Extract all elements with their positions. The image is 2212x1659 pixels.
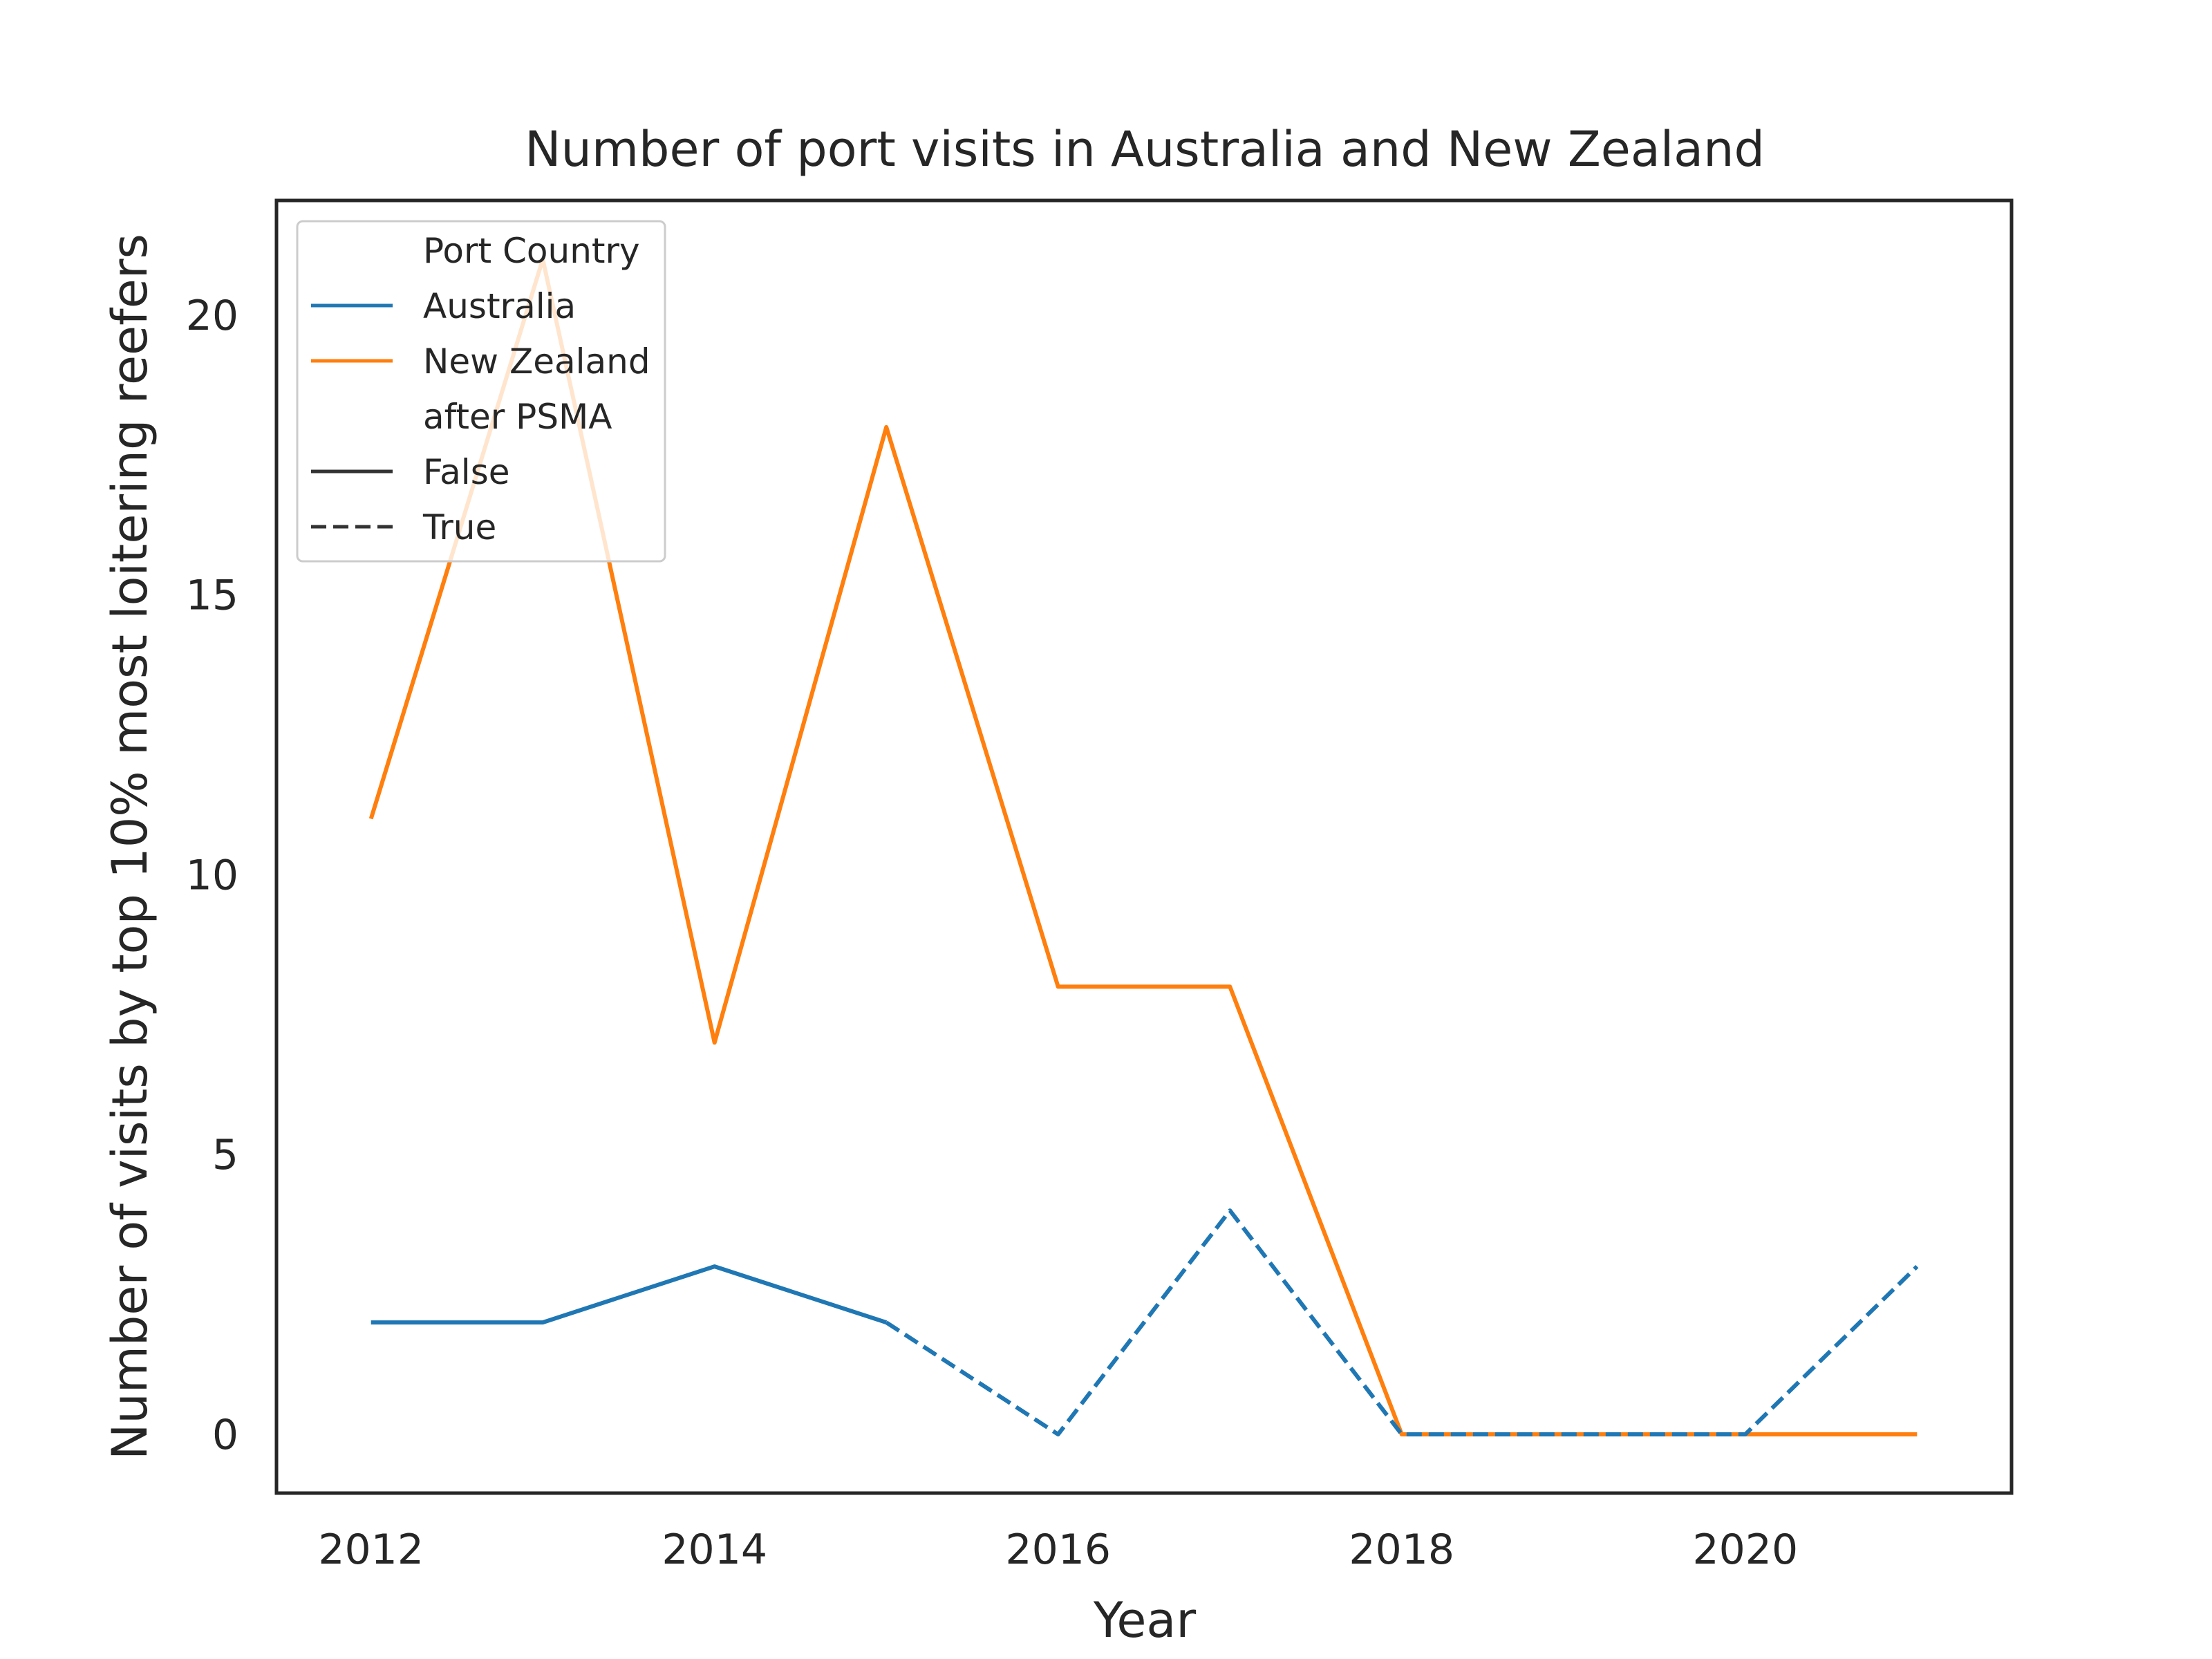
x-tick-label-2012: 2012 bbox=[318, 1526, 424, 1574]
chart-title: Number of port visits in Australia and N… bbox=[525, 121, 1765, 178]
legend-title-after-psma: after PSMA bbox=[423, 397, 612, 437]
x-axis-label: Year bbox=[1093, 1592, 1196, 1649]
x-tick-label-2020: 2020 bbox=[1692, 1526, 1798, 1574]
plot-frame bbox=[274, 198, 2014, 1495]
legend-title-port-country: Port Country bbox=[423, 231, 640, 271]
y-tick-label-0: 0 bbox=[212, 1411, 238, 1459]
y-tick-label-15: 15 bbox=[186, 572, 238, 620]
series-line-australia-after-psma-false bbox=[371, 1264, 888, 1325]
y-tick-label-5: 5 bbox=[212, 1131, 238, 1179]
legend-label-australia: Australia bbox=[423, 286, 576, 326]
y-tick-label-10: 10 bbox=[186, 851, 238, 899]
legend-label-new-zealand: New Zealand bbox=[423, 341, 650, 382]
series-line-australia-after-psma-true bbox=[885, 1208, 1919, 1436]
series-layer bbox=[368, 257, 1919, 1436]
legend: Port Country Australia New Zealand after… bbox=[296, 220, 666, 563]
y-tick-labels: 0 5 10 15 20 bbox=[186, 292, 238, 1459]
y-tick-label-20: 20 bbox=[186, 292, 238, 340]
x-tick-label-2014: 2014 bbox=[662, 1526, 767, 1574]
y-axis-label: Number of visits by top 10% most loiteri… bbox=[102, 234, 158, 1460]
x-tick-label-2018: 2018 bbox=[1349, 1526, 1454, 1574]
legend-label-false: False bbox=[423, 452, 510, 492]
x-tick-labels: 2012 2014 2016 2018 2020 bbox=[318, 1526, 1798, 1574]
legend-label-true: True bbox=[422, 507, 496, 547]
x-tick-label-2016: 2016 bbox=[1005, 1526, 1111, 1574]
